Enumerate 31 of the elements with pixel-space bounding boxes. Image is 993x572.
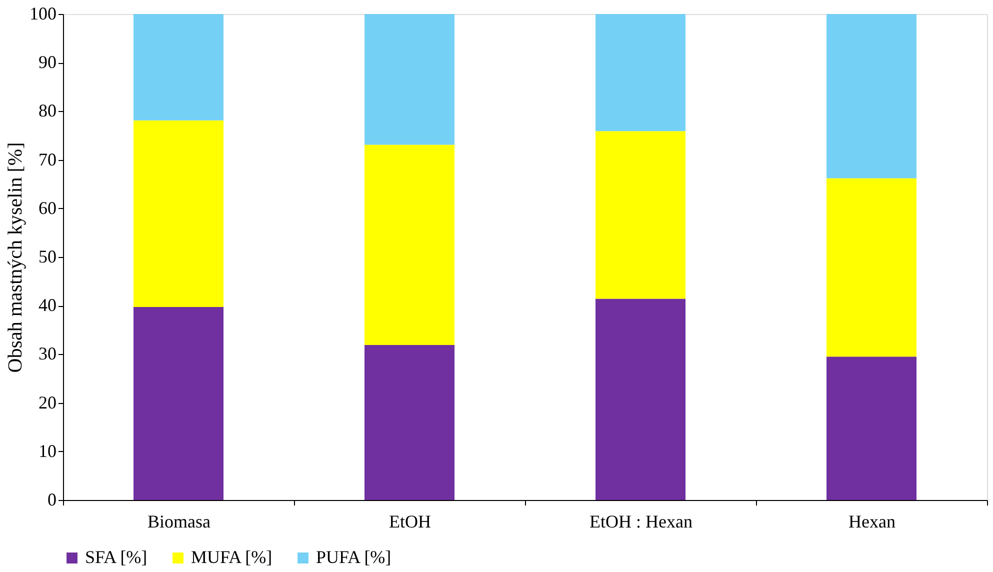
y-tick-label: 50 <box>38 246 56 266</box>
x-tick-label: Hexan <box>848 512 896 532</box>
bar <box>826 178 916 357</box>
legend-label: PUFA [%] <box>316 547 392 567</box>
y-tick-label: 40 <box>38 295 56 316</box>
x-tick-label: Biomasa <box>148 512 210 532</box>
bar <box>826 356 916 500</box>
y-tick-label: 80 <box>38 100 56 121</box>
y-tick-label: 20 <box>38 392 56 412</box>
y-axis-title: Obsah mastných kyselin [%] <box>4 142 26 373</box>
bar <box>596 131 686 299</box>
bar <box>596 298 686 500</box>
bar <box>364 14 454 145</box>
y-tick-label: 60 <box>38 198 56 218</box>
y-tick-label: 70 <box>38 149 56 170</box>
bar <box>364 344 454 500</box>
y-tick-label: 0 <box>48 490 56 510</box>
x-tick-label: EtOH <box>389 512 431 532</box>
bar <box>134 120 224 308</box>
y-tick-label: 100 <box>30 4 56 24</box>
bar <box>364 144 454 345</box>
y-tick-label: 90 <box>38 52 56 72</box>
bar <box>134 14 224 120</box>
bar <box>596 14 686 132</box>
x-tick-label: EtOH : Hexan <box>590 512 692 532</box>
y-tick-label: 30 <box>38 344 56 364</box>
bar <box>826 14 916 178</box>
legend-label: SFA [%] <box>85 547 148 567</box>
bar <box>134 307 224 500</box>
y-tick-label: 10 <box>38 440 56 461</box>
legend-label: MUFA [%] <box>191 547 272 567</box>
